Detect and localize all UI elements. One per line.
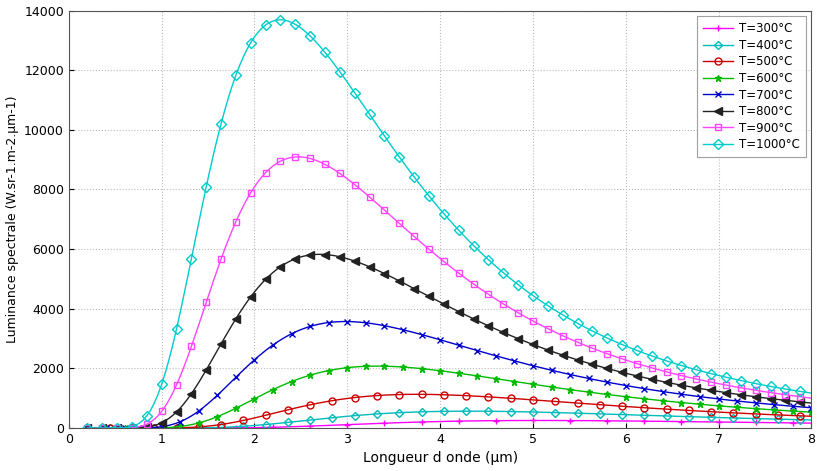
T=400°C [766, 416, 776, 422]
T=800°C [766, 396, 776, 401]
Line: T=600°C: T=600°C [84, 363, 815, 431]
Line: T=300°C: T=300°C [85, 418, 814, 431]
T=400°C [491, 408, 501, 414]
T=300°C [569, 418, 579, 423]
T=600°C [766, 407, 776, 413]
T=400°C [112, 425, 122, 431]
T=1000°C [287, 20, 296, 25]
T=400°C [465, 408, 475, 414]
T=900°C [569, 338, 579, 343]
T=800°C [112, 425, 122, 431]
T=300°C [766, 420, 776, 425]
T=900°C [806, 395, 816, 401]
T=700°C [283, 333, 293, 339]
Y-axis label: Luminance spectrale (W.sr-1.m-2.μm-1): Luminance spectrale (W.sr-1.m-2.μm-1) [6, 96, 19, 343]
T=800°C [806, 400, 816, 406]
T=500°C [706, 409, 716, 414]
T=300°C [487, 418, 497, 423]
Line: T=500°C: T=500°C [84, 391, 815, 431]
Line: T=400°C: T=400°C [85, 408, 814, 431]
T=400°C [283, 420, 293, 425]
Line: T=700°C: T=700°C [84, 318, 815, 431]
T=900°C [82, 425, 92, 431]
T=600°C [112, 425, 122, 431]
T=1000°C [806, 390, 816, 396]
T=500°C [112, 425, 122, 431]
T=700°C [491, 353, 501, 358]
T=400°C [82, 425, 92, 431]
T=600°C [372, 363, 382, 369]
Line: T=900°C: T=900°C [84, 154, 815, 431]
T=400°C [569, 410, 579, 416]
T=600°C [569, 387, 579, 393]
T=700°C [82, 425, 92, 431]
T=900°C [112, 425, 122, 431]
T=900°C [706, 379, 716, 385]
T=300°C [82, 425, 92, 431]
T=900°C [766, 390, 776, 396]
T=700°C [706, 395, 716, 401]
T=500°C [766, 412, 776, 417]
T=800°C [82, 425, 92, 431]
T=700°C [339, 319, 349, 325]
T=900°C [491, 296, 501, 302]
T=600°C [491, 376, 501, 382]
T=800°C [283, 260, 293, 265]
Line: T=1000°C: T=1000°C [84, 16, 815, 431]
T=300°C [112, 425, 122, 431]
Line: T=800°C: T=800°C [83, 250, 815, 432]
T=900°C [294, 154, 304, 160]
T=1000°C [112, 425, 122, 431]
T=600°C [706, 402, 716, 408]
T=400°C [806, 417, 816, 423]
Legend: T=300°C, T=400°C, T=500°C, T=600°C, T=700°C, T=800°C, T=900°C, T=1000°C: T=300°C, T=400°C, T=500°C, T=600°C, T=70… [698, 16, 805, 157]
T=1000°C [569, 318, 579, 324]
T=500°C [413, 391, 423, 397]
T=800°C [491, 326, 501, 332]
T=400°C [706, 414, 716, 420]
T=1000°C [82, 425, 92, 431]
T=1000°C [276, 17, 286, 23]
T=800°C [706, 388, 716, 393]
T=300°C [806, 420, 816, 426]
T=800°C [569, 356, 579, 362]
T=300°C [706, 419, 716, 425]
T=600°C [806, 409, 816, 415]
T=800°C [316, 252, 326, 257]
T=300°C [532, 418, 542, 423]
T=300°C [283, 424, 293, 430]
T=500°C [569, 400, 579, 406]
T=700°C [112, 425, 122, 431]
T=500°C [806, 414, 816, 419]
T=500°C [491, 395, 501, 400]
T=1000°C [491, 263, 501, 269]
T=700°C [569, 373, 579, 378]
T=1000°C [766, 383, 776, 389]
T=600°C [82, 425, 92, 431]
T=500°C [283, 407, 293, 413]
T=600°C [283, 380, 293, 386]
X-axis label: Longueur d onde (μm): Longueur d onde (μm) [363, 451, 518, 465]
T=900°C [283, 155, 293, 161]
T=700°C [806, 405, 816, 411]
T=1000°C [706, 371, 716, 376]
T=500°C [82, 425, 92, 431]
T=700°C [766, 401, 776, 407]
